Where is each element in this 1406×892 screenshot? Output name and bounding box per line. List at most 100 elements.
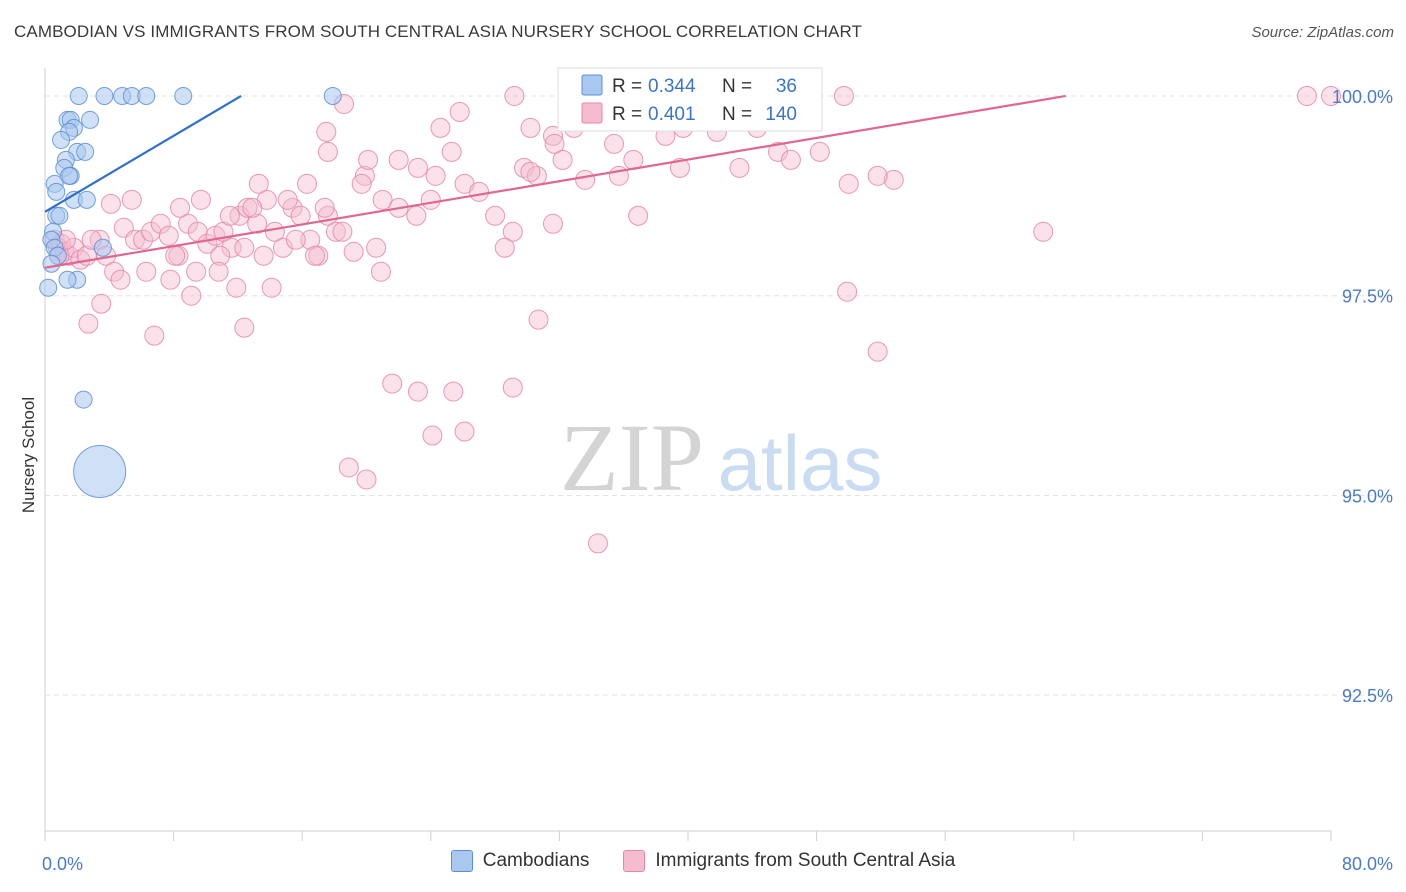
point-immigrants: [264, 221, 285, 242]
point-cambodians: [52, 130, 71, 149]
tick-labels: 100.0% 97.5% 95.0% 92.5% 0.0% 80.0%: [42, 87, 1393, 874]
point-immigrants: [780, 149, 801, 170]
point-immigrants: [542, 213, 563, 234]
point-immigrants: [1033, 221, 1054, 242]
point-immigrants: [91, 293, 112, 314]
point-immigrants: [351, 173, 372, 194]
legend-swatch-pink: [623, 850, 646, 872]
point-immigrants: [165, 245, 186, 266]
point-cambodians: [74, 390, 93, 409]
stats-n-value: 36: [776, 76, 797, 97]
point-immigrants: [78, 313, 99, 334]
stats-n-label: N =: [722, 104, 752, 125]
point-immigrants: [325, 221, 346, 242]
point-cambodians: [47, 182, 66, 201]
point-immigrants: [272, 237, 293, 258]
point-immigrants: [219, 205, 240, 226]
point-immigrants: [485, 205, 506, 226]
point-immigrants: [354, 165, 375, 186]
point-immigrants: [883, 169, 904, 190]
point-immigrants: [247, 213, 268, 234]
point-immigrants: [136, 261, 157, 282]
point-immigrants: [449, 101, 470, 122]
point-immigrants: [628, 205, 649, 226]
point-immigrants: [160, 269, 181, 290]
point-immigrants: [332, 221, 353, 242]
y-tick-label: 97.5%: [1342, 287, 1393, 307]
point-immigrants: [1296, 85, 1317, 106]
legend: Cambodians Immigrants from South Central…: [0, 850, 1406, 872]
point-immigrants: [356, 469, 377, 490]
point-immigrants: [382, 373, 403, 394]
point-immigrants: [170, 197, 191, 218]
point-immigrants: [809, 141, 830, 162]
point-immigrants: [443, 381, 464, 402]
trend-lines: [44, 94, 1066, 269]
point-cambodians: [137, 86, 156, 105]
point-cambodians: [73, 444, 127, 498]
stats-swatch-blue: [581, 74, 603, 96]
point-immigrants: [300, 229, 321, 250]
point-immigrants: [407, 381, 428, 402]
point-immigrants: [110, 269, 131, 290]
legend-item-immigrants: Immigrants from South Central Asia: [623, 850, 955, 872]
point-immigrants: [242, 197, 263, 218]
point-immigrants: [552, 149, 573, 170]
y-tick-label: 95.0%: [1342, 486, 1393, 506]
point-immigrants: [587, 533, 608, 554]
point-immigrants: [181, 285, 202, 306]
point-immigrants: [104, 261, 125, 282]
point-immigrants: [372, 189, 393, 210]
point-immigrants: [669, 157, 690, 178]
stats-r-label: R =: [612, 104, 642, 125]
point-immigrants: [305, 245, 326, 266]
point-cambodians: [174, 86, 193, 105]
stats-r-label: R =: [612, 76, 642, 97]
point-immigrants: [838, 173, 859, 194]
point-cambodians: [58, 270, 77, 289]
point-immigrants: [210, 245, 231, 266]
legend-swatch-blue: [450, 850, 473, 872]
point-immigrants: [358, 149, 379, 170]
point-immigrants: [316, 121, 337, 142]
point-immigrants: [867, 341, 888, 362]
point-immigrants: [406, 205, 427, 226]
y-axis-label: Nursery School: [19, 397, 38, 513]
point-immigrants: [290, 205, 311, 226]
trend-line-cambodians: [44, 95, 242, 213]
source-label: Source: ZipAtlas.com: [1251, 24, 1394, 41]
legend-item-cambodians: Cambodians: [450, 850, 590, 872]
point-immigrants: [366, 237, 387, 258]
point-cambodians: [77, 190, 96, 209]
point-immigrants: [407, 157, 428, 178]
stats-r-value: 0.401: [648, 104, 696, 125]
point-immigrants: [314, 197, 335, 218]
stats-swatch-pink: [581, 102, 603, 124]
point-cambodians: [93, 238, 112, 257]
trend-line-immigrants: [44, 94, 1066, 269]
point-immigrants: [502, 221, 523, 242]
point-immigrants: [158, 225, 179, 246]
point-immigrants: [504, 85, 525, 106]
point-immigrants: [544, 133, 565, 154]
point-immigrants: [833, 85, 854, 106]
point-immigrants: [343, 241, 364, 262]
point-immigrants: [133, 229, 154, 250]
legend-label-cambodians: Cambodians: [482, 850, 590, 871]
point-immigrants: [186, 261, 207, 282]
point-immigrants: [248, 173, 269, 194]
point-cambodians: [76, 142, 95, 161]
point-immigrants: [190, 189, 211, 210]
point-immigrants: [144, 325, 165, 346]
stats-n-label: N =: [722, 76, 752, 97]
y-tick-label: 92.5%: [1342, 686, 1393, 706]
point-immigrants: [237, 197, 258, 218]
point-immigrants: [150, 213, 171, 234]
point-cambodians: [50, 206, 69, 225]
watermark-zip: ZIP: [560, 404, 704, 511]
point-immigrants: [125, 229, 146, 250]
point-cambodians: [39, 278, 58, 297]
point-immigrants: [1321, 85, 1341, 106]
point-immigrants: [226, 277, 247, 298]
